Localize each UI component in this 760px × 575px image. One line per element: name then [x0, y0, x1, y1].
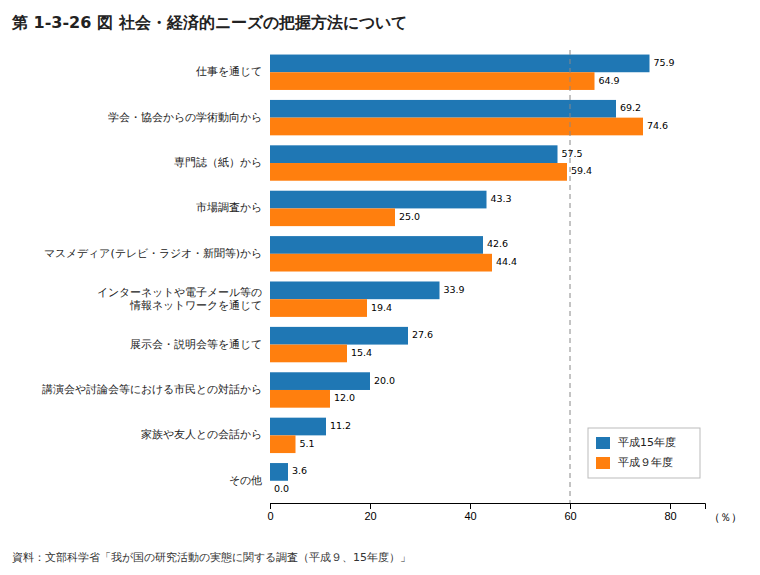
- legend-item: 平成９年度: [596, 456, 673, 469]
- plot: 0 20 40 60 80 （％） 仕事を通じて学会・協会からの学術動向から専門誌（紙）から…: [42, 50, 742, 524]
- legend-frame: [588, 428, 700, 478]
- bar: [270, 118, 643, 136]
- bar: [270, 72, 595, 90]
- category-label: 専門誌（紙）から: [174, 156, 262, 169]
- tick-mark: [370, 503, 371, 509]
- bar: [270, 327, 408, 345]
- category-label: 市場調査から: [196, 201, 262, 214]
- data-label: 0.0: [274, 483, 289, 494]
- legend-label: 平成15年度: [618, 436, 676, 449]
- data-label: 3.6: [292, 465, 307, 476]
- category-label: 仕事を通じて: [196, 65, 262, 78]
- bar: [270, 345, 347, 363]
- data-label: 20.0: [374, 375, 395, 386]
- data-label: 74.6: [647, 120, 668, 131]
- tick-label: 20: [364, 510, 376, 522]
- tick-mark: [670, 503, 671, 509]
- data-label: 15.4: [351, 347, 372, 358]
- data-label: 44.4: [496, 256, 517, 267]
- bar: [270, 281, 440, 299]
- data-label: 42.6: [487, 238, 508, 249]
- tick: 0: [267, 503, 273, 522]
- bar: [270, 208, 395, 226]
- bar: [270, 481, 271, 499]
- data-label: 69.2: [620, 102, 641, 113]
- data-label: 33.9: [444, 284, 465, 295]
- tick: 80: [664, 503, 676, 522]
- bar: [270, 418, 326, 436]
- chart: 第 1-3-26 図 社会・経済的ニーズの把握方法について資料：文部科学省「我が…: [0, 0, 760, 575]
- tick-mark: [570, 503, 571, 509]
- category-label: 展示会・説明会等を通じて: [130, 338, 262, 351]
- bar: [270, 145, 558, 163]
- legend-label: 平成９年度: [618, 456, 673, 469]
- series: [270, 72, 643, 453]
- data-label: 43.3: [491, 193, 512, 204]
- bar: [270, 100, 616, 118]
- category-label: 講演会や討論会等における市民との対話から: [42, 383, 262, 396]
- tick-mark: [470, 503, 471, 509]
- tick-label: 60: [564, 510, 576, 522]
- bar: [270, 299, 367, 317]
- bar: [270, 163, 567, 181]
- bar: [270, 463, 288, 481]
- data-label: 57.5: [562, 148, 583, 159]
- category-label: 学会・協会からの学術動向から: [108, 111, 262, 124]
- tick: 40: [464, 503, 476, 522]
- data-label: 19.4: [371, 302, 392, 313]
- data-label: 64.9: [599, 75, 620, 86]
- tick-mark: [270, 503, 271, 509]
- bar: [270, 254, 492, 272]
- tick-label: 80: [664, 510, 676, 522]
- series: [270, 55, 650, 481]
- bar: [270, 435, 296, 453]
- legend-swatch: [596, 437, 610, 449]
- bar: [270, 191, 487, 209]
- bar: [270, 236, 483, 254]
- legend: 平成15年度平成９年度: [588, 428, 700, 478]
- data-label: 25.0: [399, 211, 420, 222]
- category-label: その他: [229, 474, 262, 487]
- title: 第 1-3-26 図 社会・経済的ニーズの把握方法について: [11, 13, 407, 32]
- reference-line: [570, 50, 571, 503]
- x-axis: 0 20 40 60 80: [267, 503, 705, 522]
- axis-title: （％）: [709, 511, 742, 524]
- data-label: 75.9: [654, 57, 675, 68]
- category-label: 家族や友人との会話から: [141, 428, 262, 441]
- data-label: 5.1: [300, 438, 315, 449]
- axis-line: [271, 504, 706, 510]
- data-label: 59.4: [571, 165, 592, 176]
- legend-swatch: [596, 457, 610, 469]
- data-label: 12.0: [334, 392, 355, 403]
- bar: [270, 55, 650, 73]
- tick: 60: [564, 503, 576, 522]
- legend-item: 平成15年度: [596, 436, 676, 449]
- tick-label: 40: [464, 510, 476, 522]
- category-label: インターネットや電子メール等の情報ネットワークを通じて: [97, 286, 262, 312]
- tick-label: 0: [267, 510, 273, 522]
- data-label: 27.6: [412, 329, 433, 340]
- bar: [270, 390, 330, 408]
- annotation: 資料：文部科学省「我が国の研究活動の実態に関する調査（平成９、15年度）」: [12, 551, 411, 564]
- tick: 20: [364, 503, 376, 522]
- category-label: マスメディア(テレビ・ラジオ・新聞等)から: [44, 247, 262, 260]
- data-label: 11.2: [330, 420, 351, 431]
- category-labels: 仕事を通じて学会・協会からの学術動向から専門誌（紙）から市場調査からマスメディア…: [42, 65, 262, 487]
- bar: [270, 372, 370, 390]
